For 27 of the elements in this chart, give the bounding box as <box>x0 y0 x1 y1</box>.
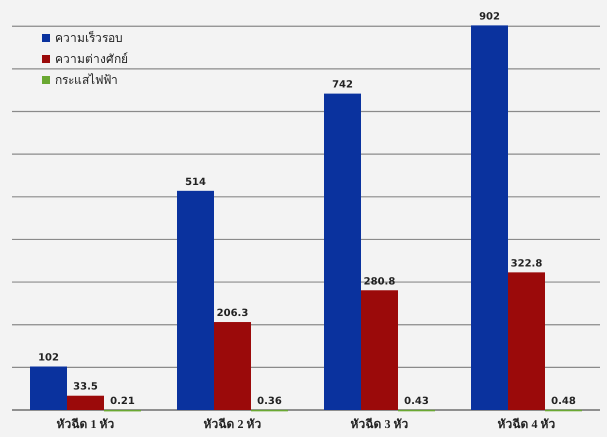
data-label: 514 <box>185 176 206 188</box>
data-label: 0.43 <box>404 396 429 407</box>
bar <box>361 290 398 410</box>
data-label: 33.5 <box>73 382 98 393</box>
bar <box>67 396 104 410</box>
x-tick-label: หัวฉีด 2 หัว <box>204 417 262 431</box>
data-label: 0.21 <box>110 396 135 407</box>
bar <box>214 322 251 410</box>
legend-label: ความเร็วรอบ <box>55 30 123 45</box>
data-label: 902 <box>479 11 500 22</box>
x-tick-label: หัวฉีด 1 หัว <box>56 417 114 431</box>
data-label: 742 <box>332 80 353 91</box>
bar <box>177 190 214 410</box>
x-tick-label: หัวฉีด 4 หัว <box>498 417 556 431</box>
data-label: 102 <box>38 352 59 364</box>
legend-label: กระแสไฟฟ้า <box>55 73 118 87</box>
bar <box>471 25 508 410</box>
bar <box>508 272 545 410</box>
data-label: 280.8 <box>364 276 396 288</box>
legend-label: ความต่างศักย์ <box>55 52 128 66</box>
data-label: 206.3 <box>216 308 248 320</box>
data-label: 322.8 <box>510 258 542 270</box>
data-label: 0.48 <box>551 396 576 407</box>
bar <box>324 94 361 410</box>
bar <box>30 366 67 410</box>
data-label: 0.36 <box>257 396 282 407</box>
x-tick-label: หัวฉีด 3 หัว <box>350 417 408 431</box>
